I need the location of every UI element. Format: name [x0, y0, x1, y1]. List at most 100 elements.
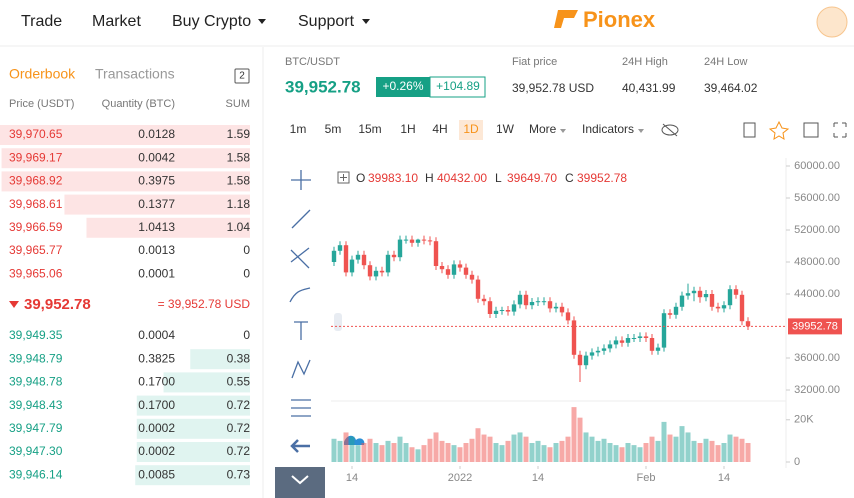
candle-body	[445, 269, 451, 275]
candle-body	[739, 294, 745, 322]
volume-bar	[427, 438, 433, 462]
candle-body	[709, 294, 715, 307]
y-tick-label: 52000.00	[794, 224, 840, 236]
depth-bar	[135, 465, 250, 486]
depth-bar	[163, 372, 250, 393]
depth-bar	[190, 349, 250, 370]
order-sum: 0	[243, 328, 250, 342]
volume-bar	[553, 443, 559, 462]
interval[interactable]: 1W	[496, 122, 515, 136]
logo[interactable]: Pionex	[583, 7, 656, 32]
change-pct: +0.26%	[382, 79, 423, 93]
order-quantity: 0.1377	[138, 197, 175, 211]
order-price: 39,949.35	[9, 328, 63, 342]
col-header: Quantity (BTC)	[102, 98, 175, 110]
candle-body	[331, 250, 337, 262]
ohlc-legend: H	[425, 171, 434, 185]
order-sum: 0.55	[227, 375, 251, 389]
volume-bar	[721, 443, 727, 462]
volume-bar	[643, 443, 649, 462]
brush-tool[interactable]	[289, 287, 311, 303]
tab[interactable]: Transactions	[95, 66, 175, 82]
back-tool[interactable]	[290, 439, 310, 453]
candle-body	[463, 267, 469, 275]
indicators[interactable]: Indicators	[582, 122, 634, 136]
candle-body	[469, 274, 475, 280]
volume-tick-label: 20K	[794, 414, 814, 426]
candle-body	[535, 301, 541, 303]
pro-icon[interactable]	[803, 122, 819, 138]
text-tool[interactable]	[294, 321, 308, 340]
ohlc-legend: 39983.10	[368, 171, 418, 185]
note-icon[interactable]	[743, 122, 756, 138]
candle-body	[661, 313, 667, 348]
volume-bar	[457, 447, 463, 462]
y-tick-label: 44000.00	[794, 288, 840, 300]
crosshair-tool[interactable]	[291, 170, 311, 190]
drawing-tools	[289, 170, 311, 453]
candle-body	[403, 239, 409, 241]
order-price: 39,970.65	[9, 127, 63, 141]
ohlc-legend: 40432.00	[437, 171, 487, 185]
last-price-tag	[788, 318, 842, 335]
nav-item[interactable]: Market	[92, 13, 141, 30]
fullscreen-icon[interactable]	[833, 122, 847, 138]
volume-bar	[535, 440, 541, 462]
volume-bar	[475, 428, 481, 462]
order-sum: 1.04	[227, 220, 251, 234]
change-pct-bg	[376, 77, 430, 97]
volume-bar	[559, 440, 565, 462]
candle-body	[397, 239, 403, 258]
order-price: 39,969.17	[9, 150, 63, 164]
tab-active[interactable]: Orderbook	[9, 66, 76, 82]
nav-item[interactable]: Trade	[21, 13, 62, 30]
badge-box[interactable]	[234, 68, 250, 84]
candle-body	[337, 245, 343, 251]
legend-toggle[interactable]	[337, 171, 350, 184]
avatar[interactable]	[816, 6, 848, 38]
volume-bar	[679, 426, 685, 462]
order-sum: 0	[243, 243, 250, 257]
candle-body	[343, 245, 349, 273]
volume-bar	[421, 445, 427, 462]
volume-bar	[577, 417, 583, 462]
y-tick-label: 48000.00	[794, 256, 840, 268]
volume-bar	[451, 445, 457, 462]
more[interactable]: More	[529, 122, 557, 136]
stat-value: 39,952.78 USD	[512, 81, 594, 95]
interval[interactable]: 15m	[358, 122, 381, 136]
candle-body	[487, 301, 493, 314]
depth-bar	[0, 125, 250, 145]
interval[interactable]: 5m	[325, 122, 342, 136]
volume-bar	[379, 445, 385, 462]
order-sum: 1.59	[227, 127, 251, 141]
measure-tool[interactable]	[291, 399, 311, 417]
star-icon[interactable]	[768, 120, 790, 140]
order-sum: 1.58	[227, 150, 251, 164]
fib-tool[interactable]	[290, 247, 310, 269]
candle-body	[583, 355, 589, 366]
eye-icon[interactable]	[661, 124, 679, 136]
volume-bar	[673, 436, 679, 462]
scroll-handle[interactable]	[334, 313, 342, 331]
pattern-tool[interactable]	[291, 359, 311, 379]
last-price-fiat: = 39,952.78 USD	[158, 297, 251, 311]
x-tick-label: Feb	[637, 472, 656, 484]
line-tool[interactable]	[291, 209, 311, 229]
nav-item[interactable]: Support	[298, 13, 355, 30]
interval[interactable]: 4H	[432, 122, 447, 136]
volume-bar	[361, 443, 367, 462]
last-price: 39,952.78	[24, 296, 91, 313]
stat-label: Fiat price	[512, 56, 557, 68]
nav-item[interactable]: Buy Crypto	[172, 13, 251, 30]
candle-body	[415, 239, 421, 243]
order-price: 39,948.78	[9, 375, 63, 389]
order-quantity: 0.0128	[138, 127, 175, 141]
interval[interactable]: 1D	[463, 122, 479, 136]
candle-body	[571, 320, 577, 355]
volume-bar	[613, 445, 619, 462]
interval[interactable]: 1m	[290, 122, 307, 136]
volume-bar	[733, 436, 739, 462]
interval[interactable]: 1H	[400, 122, 415, 136]
order-quantity: 1.0413	[138, 220, 175, 234]
